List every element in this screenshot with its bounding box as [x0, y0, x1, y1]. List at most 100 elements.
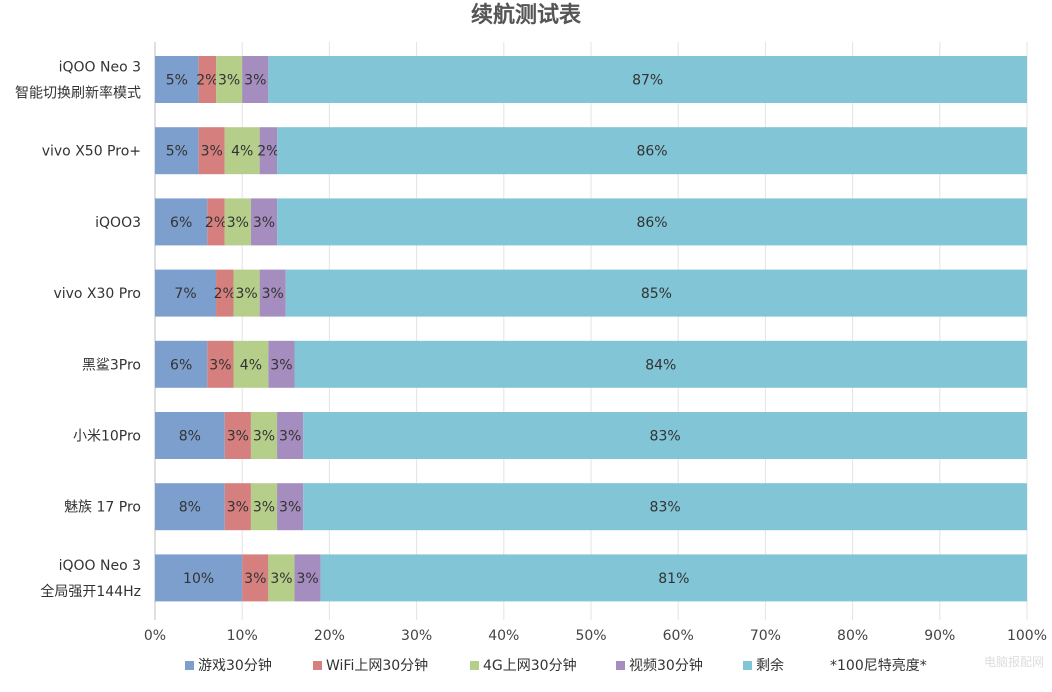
data-label: 3% [270, 357, 292, 373]
data-label: 3% [253, 429, 275, 445]
bar-segment [198, 56, 217, 103]
legend-item: 剩余 [756, 657, 784, 674]
legend-item: 视频30分钟 [629, 657, 703, 674]
bar-segment [233, 269, 260, 317]
data-label: 3% [262, 286, 284, 302]
category-label: vivo X30 Pro [53, 286, 141, 302]
bar-segment [198, 127, 225, 175]
data-label: 2% [214, 286, 236, 302]
category-label: 黑鲨3Pro [82, 357, 141, 373]
data-label: 2% [205, 215, 227, 231]
bar-segment [216, 269, 234, 317]
legend-item: 4G上网30分钟 [483, 657, 577, 674]
data-label: 8% [179, 500, 201, 516]
bar-segment [277, 127, 1028, 175]
category-label: 全局强开144Hz [40, 583, 141, 600]
bar-segment [155, 412, 225, 459]
data-label: 85% [641, 286, 672, 302]
x-tick-label: 100% [1007, 628, 1047, 644]
watermark: 电脑报配网 [984, 654, 1044, 669]
bar-segment [155, 127, 199, 175]
data-label: 3% [227, 215, 249, 231]
data-label: 3% [201, 144, 223, 160]
category-labels: iQOO Neo 3 智能切换刷新率模式 vivo X50 Pro+ iQOO3 viv… [15, 60, 141, 600]
bar-segment [250, 198, 278, 246]
bar-segment [155, 269, 217, 317]
data-label: 3% [209, 357, 231, 373]
legend-item: 游戏30分钟 [198, 657, 272, 674]
bar-segment [268, 340, 295, 388]
data-label: 3% [227, 429, 249, 445]
bar-segment [268, 554, 295, 602]
bar-segment [155, 340, 208, 388]
category-label: 魅族 17 Pro [64, 500, 141, 516]
data-label: 2% [196, 73, 218, 89]
category-label: iQOO Neo 3 [59, 558, 141, 574]
legend-swatch [616, 661, 625, 670]
data-label: 84% [645, 357, 676, 373]
data-label: 3% [235, 286, 257, 302]
data-label: 83% [650, 500, 681, 516]
data-label: 3% [227, 500, 249, 516]
bars: 5% 2% 3% 3% 87%5% 3% 4% 2% 86%6% 2% 3% 3% 86%7% 2% 3% 3… [155, 56, 1028, 602]
bar-segment [303, 412, 1027, 459]
bar-segment [155, 554, 243, 602]
bar-segment [224, 127, 260, 175]
bar-segment [233, 340, 269, 388]
bar-segment [294, 340, 1027, 388]
category-label: iQOO Neo 3 [59, 60, 141, 76]
x-tick-label: 0% [144, 628, 166, 644]
data-label: 5% [166, 144, 188, 160]
x-tick-label: 40% [488, 628, 519, 644]
category-label: iQOO3 [95, 215, 141, 231]
data-label: 8% [179, 429, 201, 445]
data-label: 83% [650, 429, 681, 445]
legend-item: WiFi上网30分钟 [326, 657, 428, 674]
x-tick-label: 20% [314, 628, 345, 644]
data-label: 10% [183, 571, 214, 587]
x-tick-label: 80% [837, 628, 868, 644]
data-label: 6% [170, 357, 192, 373]
data-label: 3% [270, 571, 292, 587]
category-label: 智能切换刷新率模式 [15, 85, 141, 102]
bar-segment [285, 269, 1027, 317]
bar-segment [250, 412, 278, 459]
data-label: 3% [279, 500, 301, 516]
legend-swatch [743, 661, 752, 670]
bar-segment [259, 127, 278, 175]
bar-segment [277, 198, 1028, 246]
bar-segment [242, 554, 269, 602]
legend-swatch [313, 661, 322, 670]
x-tick-label: 70% [750, 628, 781, 644]
data-label: 3% [279, 429, 301, 445]
data-label: 6% [170, 215, 192, 231]
category-label: 小米10Pro [73, 429, 141, 445]
data-label: 7% [174, 286, 196, 302]
category-label: vivo X50 Pro+ [42, 144, 141, 160]
data-label: 3% [218, 73, 240, 89]
legend-note: *100尼特亮度* [830, 657, 927, 674]
bar-segment [155, 56, 199, 103]
bar-segment [259, 269, 286, 317]
data-label: 3% [253, 215, 275, 231]
bar-segment [224, 198, 251, 246]
bar-segment [277, 483, 304, 531]
data-label: 3% [296, 571, 318, 587]
legend-swatch [470, 661, 479, 670]
bar-segment [224, 483, 251, 531]
x-tick-label: 90% [924, 628, 955, 644]
bar-segment [216, 56, 243, 103]
data-label: 2% [257, 144, 279, 160]
data-label: 3% [253, 500, 275, 516]
bar-segment [224, 412, 251, 459]
bar-segment [250, 483, 278, 531]
x-tick-label: 10% [227, 628, 258, 644]
bar-segment [294, 554, 321, 602]
bar-segment [268, 56, 1027, 103]
data-label: 5% [166, 73, 188, 89]
legend: 游戏30分钟 WiFi上网30分钟 4G上网30分钟 视频30分钟 剩余 *100尼特亮度… [185, 657, 927, 674]
chart-title: 续航测试表 [471, 2, 582, 28]
bar-segment [207, 340, 234, 388]
bar-segment [155, 483, 225, 531]
